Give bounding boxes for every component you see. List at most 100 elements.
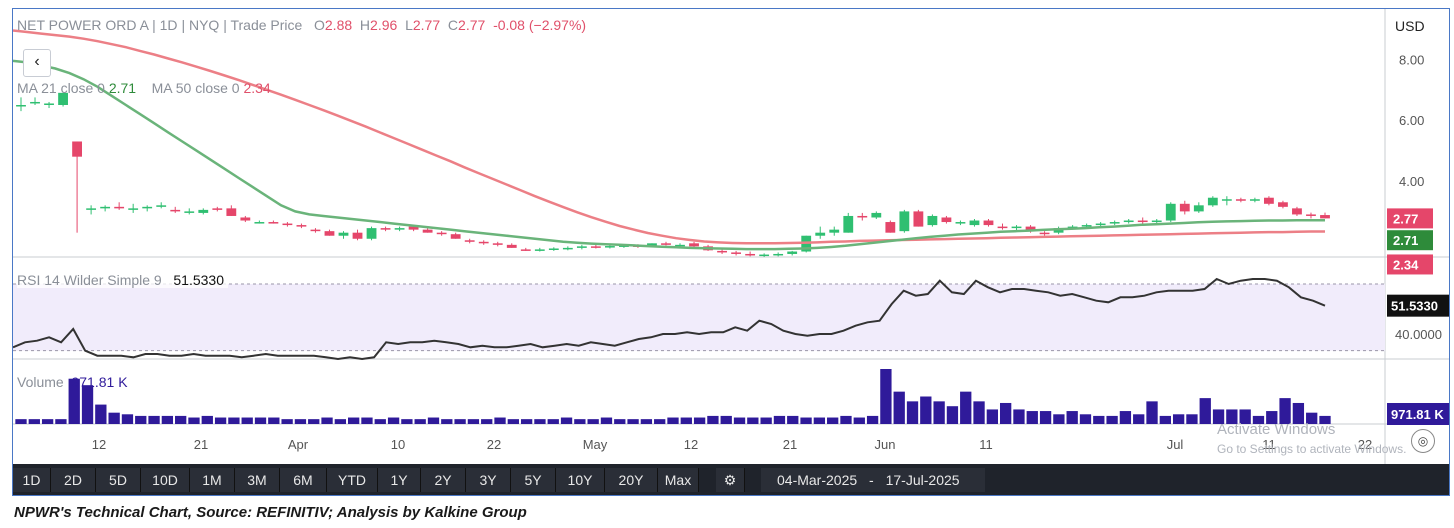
volume-bar [281, 419, 293, 424]
volume-bar [361, 417, 373, 424]
volume-bar [560, 417, 573, 424]
volume-bar [28, 419, 40, 424]
volume-bar [214, 417, 227, 424]
x-tick-label: Jul [1167, 437, 1184, 452]
volume-bar [1266, 411, 1278, 424]
volume-bar [254, 417, 267, 424]
candle-body [913, 211, 924, 227]
candle-body [1165, 203, 1176, 221]
range-button-2d[interactable]: 2D [51, 468, 96, 492]
volume-bar [853, 417, 865, 424]
candle-body [114, 206, 125, 209]
candle-body [1011, 226, 1022, 229]
symbol-name: NET POWER ORD A [17, 17, 149, 33]
volume-bar [1106, 415, 1118, 424]
range-button-ytd[interactable]: YTD [327, 468, 378, 492]
rsi-line [13, 277, 1326, 361]
range-button-6m[interactable]: 6M [280, 468, 327, 492]
candle-body [689, 243, 699, 247]
currency-label: USD [1395, 18, 1425, 34]
candle-body [450, 234, 461, 239]
candle-body [198, 209, 209, 213]
volume-bar [1226, 409, 1238, 424]
date-separator: - [869, 472, 874, 488]
candle-body [506, 244, 517, 248]
volume-bar [68, 378, 80, 424]
candle-body [86, 208, 97, 210]
back-button[interactable]: ‹ [23, 49, 51, 77]
volume-bar [946, 406, 959, 424]
range-button-20y[interactable]: 20Y [605, 468, 658, 492]
candle-body [815, 232, 826, 236]
candle-body [1235, 199, 1246, 201]
candle-body [927, 215, 938, 226]
candle-body [1179, 203, 1190, 212]
volume-bar [1026, 411, 1038, 424]
volume-bar [321, 417, 333, 424]
x-tick-label: Apr [288, 437, 309, 452]
volume-bar [441, 419, 453, 424]
ma50-line [13, 29, 1325, 245]
range-button-2y[interactable]: 2Y [421, 468, 466, 492]
x-tick-label: 22 [1358, 437, 1372, 452]
open-label: O [314, 17, 325, 33]
candle-body [310, 229, 321, 232]
candle-body [1025, 226, 1036, 232]
date-from[interactable]: 04-Mar-2025 [777, 472, 858, 488]
date-to[interactable]: 17-Jul-2025 [885, 472, 960, 488]
range-button-3y[interactable]: 3Y [466, 468, 511, 492]
volume-bar [827, 417, 839, 424]
volume-bar [467, 419, 480, 424]
range-button-10d[interactable]: 10D [141, 468, 190, 492]
range-button-10y[interactable]: 10Y [556, 468, 605, 492]
volume-bar [773, 415, 786, 424]
volume-bar [893, 391, 905, 424]
volume-bar [1199, 398, 1211, 424]
candle-body [548, 248, 559, 250]
range-button-5d[interactable]: 5D [96, 468, 141, 492]
gear-icon[interactable]: ⚙ [716, 468, 745, 492]
candle-body [30, 101, 40, 104]
volume-bar [334, 419, 347, 424]
range-button-3m[interactable]: 3M [235, 468, 280, 492]
candle-body [885, 222, 896, 233]
range-button-1y[interactable]: 1Y [378, 468, 421, 492]
rsi-value: 51.5330 [173, 272, 224, 288]
compass-icon[interactable]: ◎ [1411, 429, 1435, 453]
last-ma21-label-bg [1387, 230, 1433, 251]
range-button-1m[interactable]: 1M [190, 468, 235, 492]
range-button-5y[interactable]: 5Y [511, 468, 556, 492]
volume-bar [228, 417, 240, 424]
candle-body [1137, 220, 1148, 223]
candle-body [1109, 222, 1120, 224]
close-label: C [447, 17, 459, 33]
candle-body [1292, 208, 1302, 215]
volume-bar [880, 369, 892, 424]
candle-body [282, 223, 293, 226]
range-button-max[interactable]: Max [658, 468, 699, 492]
volume-bar [574, 419, 586, 424]
candle-body [436, 232, 447, 235]
candle-body [576, 246, 587, 248]
rsi-band [13, 284, 1385, 351]
candle-body [338, 232, 349, 236]
candle-body [647, 243, 657, 247]
volume-bar [1252, 415, 1265, 424]
candle-body [955, 222, 966, 224]
volume-bar [1079, 414, 1092, 424]
candle-body [380, 228, 391, 230]
volume-bar [1013, 409, 1025, 424]
volume-bar [587, 419, 599, 424]
rsi-tick-label: 40.0000 [1395, 327, 1442, 342]
candle-body [1249, 199, 1260, 201]
x-tick-label: 12 [684, 437, 698, 452]
chart-canvas[interactable]: USD 8.00 6.00 4.00 2.77 2.71 2.34 40.0000 51.533… [13, 9, 1450, 464]
x-tick-label: 21 [194, 437, 208, 452]
date-range[interactable]: 04-Mar-2025 - 17-Jul-2025 📅 [761, 468, 985, 492]
volume-bar [1053, 414, 1065, 424]
volume-bar [986, 409, 999, 424]
volume-bar [999, 402, 1012, 424]
candle-body [100, 206, 111, 209]
x-tick-label: May [583, 437, 608, 452]
range-button-1d[interactable]: 1D [13, 468, 51, 492]
